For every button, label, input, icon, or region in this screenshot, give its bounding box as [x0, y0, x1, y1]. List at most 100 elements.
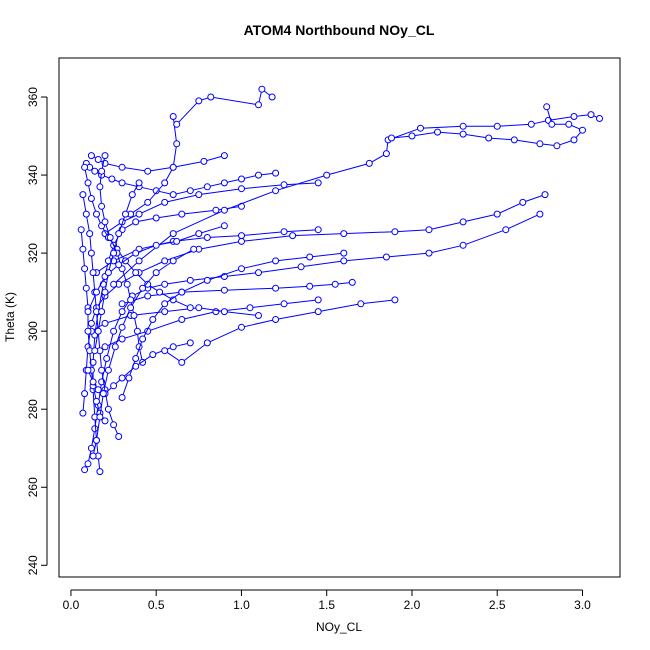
data-point: [101, 417, 109, 425]
data-point: [173, 237, 181, 245]
data-point: [152, 214, 160, 222]
data-point: [340, 257, 348, 265]
data-point: [161, 257, 169, 265]
data-point: [110, 280, 118, 288]
data-point: [178, 288, 186, 296]
data-point: [87, 152, 95, 160]
data-point: [110, 327, 118, 335]
data-point: [122, 210, 129, 218]
data-point: [178, 358, 186, 366]
data-point: [161, 308, 169, 316]
data-point: [314, 226, 322, 234]
data-point: [87, 249, 95, 257]
series-line: [113, 114, 600, 285]
data-point: [123, 280, 131, 288]
data-point: [132, 218, 140, 226]
data-point: [81, 265, 89, 273]
data-point: [96, 468, 104, 476]
y-axis-label: Theta (K): [3, 292, 17, 342]
data-point: [258, 85, 266, 93]
data-point: [323, 171, 331, 179]
data-point: [186, 187, 194, 195]
data-point: [543, 103, 551, 111]
data-point: [139, 335, 147, 343]
data-point: [459, 241, 467, 249]
data-point: [125, 374, 133, 382]
data-point: [186, 276, 194, 284]
data-point: [118, 323, 126, 331]
data-series: [101, 179, 322, 238]
data-point: [272, 187, 280, 195]
data-point: [388, 134, 395, 142]
data-point: [77, 226, 85, 234]
data-point: [178, 316, 186, 323]
chart-title: ATOM4 Northbound NOy_CL: [244, 22, 435, 38]
data-point: [186, 304, 194, 312]
data-point: [127, 304, 135, 312]
data-point: [110, 421, 118, 429]
y-tick-label: 300: [26, 321, 40, 341]
data-series: [84, 222, 228, 316]
data-point: [118, 308, 126, 316]
data-point: [104, 269, 112, 277]
data-point: [255, 312, 262, 319]
data-point: [87, 195, 95, 202]
data-point: [89, 452, 97, 460]
data-point: [207, 93, 215, 101]
data-point: [596, 115, 603, 122]
data-point: [87, 319, 95, 327]
data-point: [96, 183, 104, 191]
data-point: [169, 163, 177, 171]
data-point: [84, 366, 92, 374]
data-series: [87, 152, 228, 175]
data-point: [238, 175, 245, 183]
data-point: [115, 433, 123, 440]
data-point: [280, 300, 288, 308]
series-line: [94, 182, 140, 351]
data-point: [536, 210, 544, 218]
data-series: [79, 191, 549, 417]
data-point: [203, 234, 211, 241]
data-point: [548, 120, 556, 128]
data-point: [84, 327, 92, 335]
data-point: [118, 335, 126, 343]
data-series: [93, 226, 322, 277]
data-point: [104, 366, 112, 374]
y-tick-label: 320: [26, 243, 40, 263]
data-point: [314, 179, 322, 187]
data-point: [246, 304, 254, 312]
data-point: [314, 308, 322, 316]
data-point: [104, 405, 112, 413]
data-point: [212, 206, 220, 214]
data-point: [94, 327, 102, 335]
data-point: [493, 122, 501, 130]
data-point: [101, 319, 109, 327]
data-point: [536, 140, 544, 148]
data-point: [510, 136, 518, 144]
data-point: [149, 351, 157, 359]
data-point: [382, 150, 390, 158]
data-series: [388, 103, 586, 150]
data-point: [135, 179, 143, 187]
data-point: [527, 120, 535, 128]
data-point: [132, 249, 140, 257]
data-point: [152, 269, 160, 277]
data-point: [314, 296, 322, 304]
data-point: [82, 284, 90, 292]
data-point: [459, 218, 467, 226]
data-point: [255, 171, 262, 179]
data-point: [272, 257, 280, 265]
data-point: [98, 366, 106, 374]
data-point: [220, 286, 228, 294]
data-point: [280, 181, 288, 189]
data-point: [391, 296, 399, 304]
data-point: [425, 249, 433, 257]
data-point: [139, 284, 147, 292]
data-point: [348, 278, 356, 286]
data-series: [173, 85, 276, 128]
data-point: [169, 257, 177, 265]
data-series: [118, 278, 356, 308]
data-point: [306, 253, 314, 261]
data-point: [127, 296, 135, 304]
